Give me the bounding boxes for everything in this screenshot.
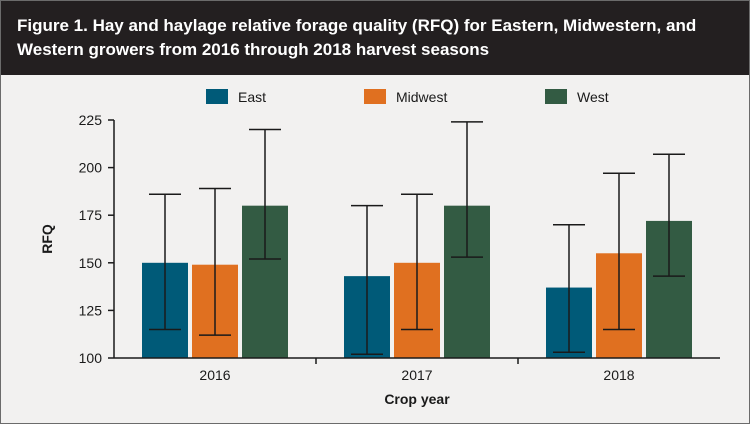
y-tick-label: 100 bbox=[79, 350, 103, 366]
y-tick-label: 175 bbox=[79, 207, 103, 223]
x-axis-title: Crop year bbox=[384, 391, 450, 407]
y-tick-label: 225 bbox=[79, 112, 103, 128]
figure-header: Figure 1. Hay and haylage relative forag… bbox=[1, 1, 749, 75]
y-axis-title: RFQ bbox=[39, 224, 55, 254]
legend-swatch bbox=[206, 89, 228, 104]
y-tick-label: 150 bbox=[79, 255, 103, 271]
legend-label: East bbox=[238, 89, 266, 105]
y-tick-label: 125 bbox=[79, 302, 103, 318]
legend-label: West bbox=[577, 89, 609, 105]
error-bars bbox=[149, 121, 685, 355]
y-axis: 100 125 150 175 200 225 bbox=[79, 112, 115, 366]
x-axis: 2016 2017 2018 bbox=[114, 357, 720, 383]
plot-area bbox=[1, 75, 749, 423]
x-tick-label: 2018 bbox=[603, 367, 634, 383]
figure-title: Figure 1. Hay and haylage relative forag… bbox=[17, 16, 697, 59]
x-tick-label: 2017 bbox=[401, 367, 432, 383]
y-tick-label: 200 bbox=[79, 160, 103, 176]
legend-swatch bbox=[545, 89, 567, 104]
legend: East Midwest West bbox=[206, 89, 609, 105]
legend-swatch bbox=[364, 89, 386, 104]
x-tick-label: 2016 bbox=[199, 367, 230, 383]
legend-label: Midwest bbox=[396, 89, 447, 105]
